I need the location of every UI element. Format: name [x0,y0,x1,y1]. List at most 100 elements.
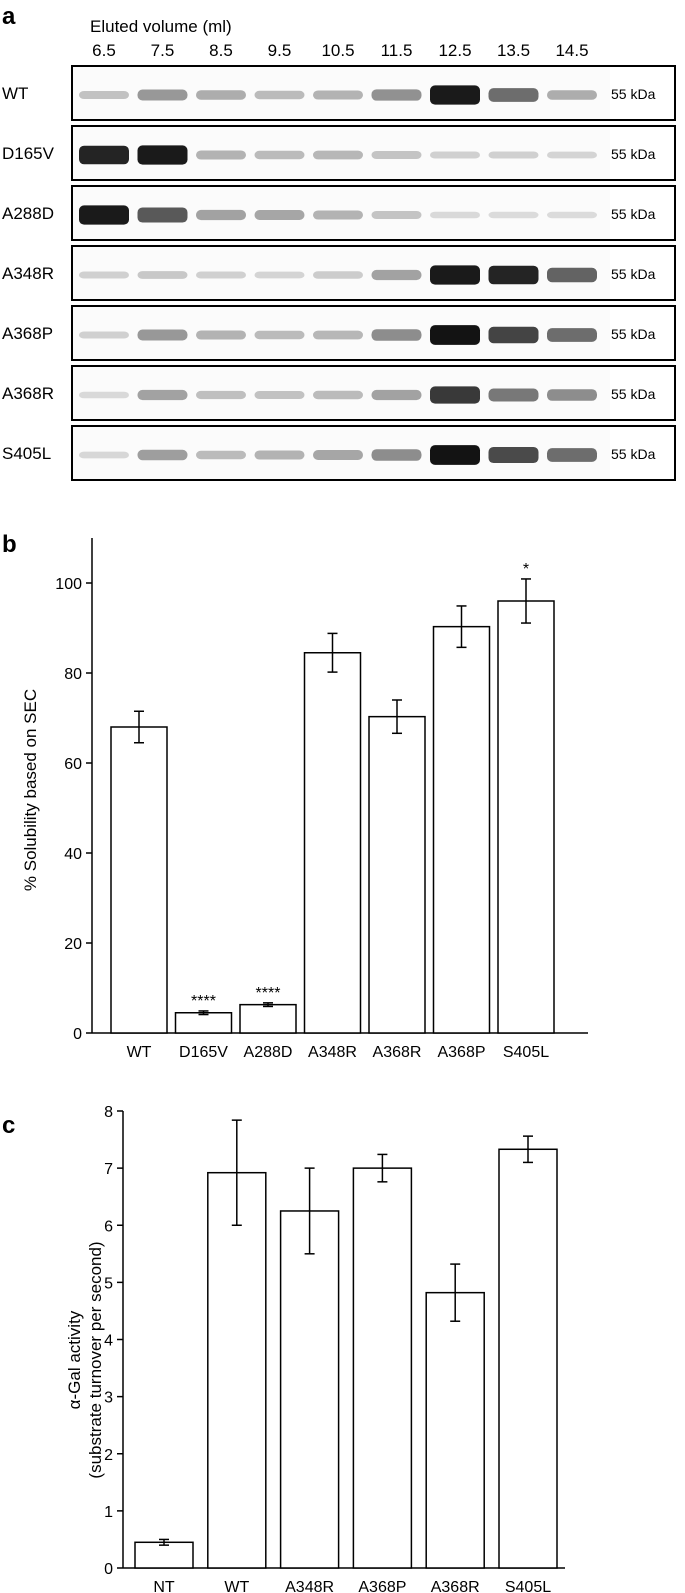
x-tick-label: D165V [179,1044,228,1061]
x-tick-label: S405L [503,1044,549,1061]
blot-row: WT 55 kDa [2,65,676,121]
blot-header: Eluted volume (ml) [90,17,232,36]
bar [134,1541,194,1569]
blot-band [254,90,305,100]
y-tick-label: 5 [104,1275,113,1292]
y-tick-label: 3 [104,1390,113,1407]
bar [303,652,362,1034]
blot-marker-label: 55 kDa [611,446,656,462]
blot-band [79,145,129,165]
blot-row-label: A368P [2,324,53,343]
blot-row: A368R 55 kDa [2,365,676,421]
blot-band [196,330,246,340]
blot-row-label: WT [2,84,28,103]
blot-band [430,151,480,159]
blot-row-label: A368R [2,384,54,403]
blot-row: D165V 55 kDa [2,125,676,181]
blot-marker-area [610,127,674,179]
blot-volume-label: 11.5 [381,41,413,60]
blot-row-label: S405L [2,444,51,463]
y-tick-label: 40 [64,846,82,863]
blot-band [254,390,305,400]
x-tick-label: NT [153,1579,175,1593]
blot-band [547,151,597,159]
blot-band [313,210,363,220]
blot-band [547,90,597,100]
blot-band [371,449,422,461]
blot-row-label: D165V [2,144,55,163]
blot-row: A288D 55 kDa [2,185,676,241]
significance-label: **** [256,985,281,1002]
x-tick-label: S405L [505,1579,551,1593]
chart-c-ylabel-line2: (substrate turnover per second) [86,1241,105,1478]
blot-band [313,90,363,100]
blot-band [137,389,188,401]
blot-volume-label: 6.5 [92,41,116,60]
blot-marker-label: 55 kDa [611,146,656,162]
blot-volume-label: 10.5 [321,41,354,60]
blot-row: S405L 55 kDa [2,425,676,481]
x-tick-label: A368R [431,1579,480,1593]
blot-volume-label: 13.5 [497,41,530,60]
y-tick-label: 6 [104,1218,113,1235]
blot-band [137,145,188,165]
blot-band [371,269,422,281]
blot-band [547,328,597,342]
blot-band [254,450,305,460]
blot-band [488,211,539,219]
blot-band [196,271,246,279]
blot-marker-area [610,247,674,299]
y-tick-label: 8 [104,1104,113,1121]
blot-band [547,448,597,462]
bar [352,1167,413,1569]
y-tick-label: 7 [104,1161,113,1178]
bar [497,600,555,1034]
blot-volume-label: 9.5 [268,41,292,60]
blot-band [547,389,597,401]
chart-c-ylabel-line1: α-Gal activity [65,1310,84,1409]
y-tick-label: 100 [55,576,82,593]
x-tick-label: A368P [358,1579,406,1593]
bar [432,625,491,1034]
blot-marker-label: 55 kDa [611,86,656,102]
blot-marker-area [610,187,674,239]
y-tick-label: 0 [73,1026,82,1043]
blot-band [547,267,597,283]
blot-band [371,89,422,101]
bar [239,1003,297,1034]
blot-row: A368P 55 kDa [2,305,676,361]
blot-band [79,271,129,279]
blot-band [254,150,305,160]
blot-band [313,150,363,160]
x-tick-label: A288D [244,1044,293,1061]
y-tick-label: 0 [104,1561,113,1578]
blot-volume-label: 8.5 [209,41,233,60]
blot-band [254,330,305,340]
blot-band [79,90,129,100]
panel-label-c: c [2,1112,15,1139]
blot-band [488,326,539,344]
blot-band [137,271,188,279]
x-tick-label: A348R [285,1579,334,1593]
chart-solubility: % Solubility based on SEC 0 20 40 60 80 100 WT… [21,538,588,1061]
blot-band [137,449,188,461]
blot-band [430,265,480,285]
blot-marker-area [610,367,674,419]
blot-marker-label: 55 kDa [611,386,656,402]
blot-band [430,85,480,105]
blot-band [79,391,129,399]
panel-label-a: a [2,3,16,30]
blot-band [196,209,246,221]
blot-band [254,210,305,220]
blot-band [430,386,480,404]
blot-band [313,271,363,279]
significance-label: * [523,561,529,578]
x-tick-label: WT [127,1044,152,1061]
bar [279,1210,340,1569]
blot-marker-area [610,67,674,119]
x-tick-label: A368P [437,1044,485,1061]
y-tick-label: 1 [104,1504,113,1521]
x-tick-label: WT [224,1579,249,1593]
blot-band [547,211,597,219]
x-tick-label: A368R [373,1044,422,1061]
